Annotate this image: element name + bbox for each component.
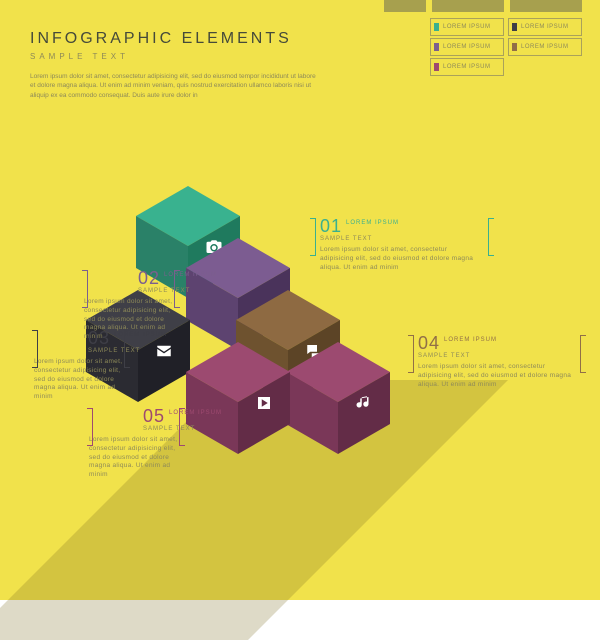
callout-title-01: LOREM IPSUM (346, 220, 406, 226)
cube-c2-top (186, 238, 290, 268)
music-icon (355, 394, 373, 417)
cube-c4-top (286, 342, 390, 372)
legend-label-0: LOREM IPSUM (443, 24, 491, 30)
callout-num-05: 05 (143, 406, 165, 427)
callout-title-02: LOREM IPSUM (164, 272, 224, 278)
callout-text-03: Lorem ipsum dolor sit amet, consectetur … (34, 358, 130, 402)
header-body: Lorem ipsum dolor sit amet, consectetur … (30, 72, 320, 100)
cube-c3-top (236, 290, 340, 320)
callout-title-05: LOREM IPSUM (169, 410, 229, 416)
callout-bracket-end-04 (580, 335, 586, 373)
callout-text-05: Lorem ipsum dolor sit amet, consectetur … (89, 436, 185, 480)
callout-num-04: 04 (418, 333, 440, 354)
callout-bracket-end-02 (82, 270, 88, 308)
legend-swatch-2 (434, 43, 439, 51)
callout-sub-01: SAMPLE TEXT (320, 236, 372, 242)
callout-bracket-01 (310, 218, 316, 256)
top-tab-0 (384, 0, 426, 12)
callout-title-03: LOREM IPSUM (114, 332, 174, 338)
cube-c1-top (136, 186, 240, 216)
callout-sub-02: SAMPLE TEXT (138, 288, 190, 294)
callout-sub-04: SAMPLE TEXT (418, 353, 470, 359)
page-subtitle: SAMPLE TEXT (30, 52, 129, 61)
callout-num-01: 01 (320, 216, 342, 237)
callout-text-01: Lorem ipsum dolor sit amet, consectetur … (320, 246, 480, 272)
legend-swatch-4 (434, 63, 439, 71)
page-title: INFOGRAPHIC ELEMENTS (30, 30, 292, 48)
mail-icon (155, 342, 173, 365)
cube-c6-top (186, 342, 290, 372)
callout-num-03: 03 (88, 328, 110, 349)
legend-swatch-1 (512, 23, 517, 31)
legend-label-2: LOREM IPSUM (443, 44, 491, 50)
legend-swatch-3 (512, 43, 517, 51)
legend-label-4: LOREM IPSUM (443, 64, 491, 70)
legend-label-3: LOREM IPSUM (521, 44, 569, 50)
infographic-stage: INFOGRAPHIC ELEMENTS SAMPLE TEXT Lorem ips… (0, 0, 600, 600)
callout-sub-05: SAMPLE TEXT (143, 426, 195, 432)
callout-bracket-04 (408, 335, 414, 373)
callout-num-02: 02 (138, 268, 160, 289)
top-tab-2 (510, 0, 582, 12)
top-tab-1 (432, 0, 504, 12)
callout-title-04: LOREM IPSUM (444, 337, 504, 343)
legend-label-1: LOREM IPSUM (521, 24, 569, 30)
callout-text-04: Lorem ipsum dolor sit amet, consectetur … (418, 363, 578, 389)
callout-bracket-end-03 (32, 330, 38, 368)
callout-sub-03: SAMPLE TEXT (88, 348, 140, 354)
play-icon (255, 394, 273, 417)
callout-bracket-end-05 (87, 408, 93, 446)
callout-bracket-end-01 (488, 218, 494, 256)
legend-swatch-0 (434, 23, 439, 31)
